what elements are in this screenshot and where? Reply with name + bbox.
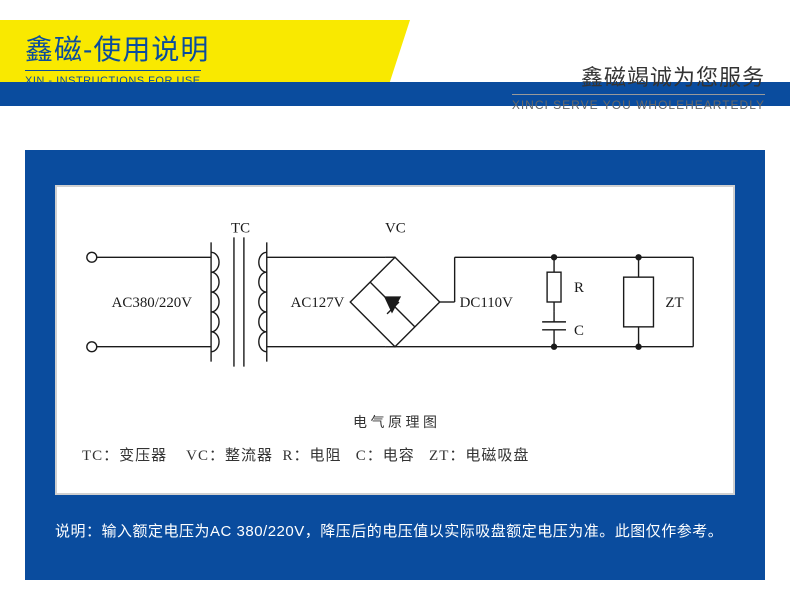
legend: TC：变压器 VC：整流器 R：电阻 C：电容 ZT：电磁吸盘 <box>57 432 733 477</box>
label-input: AC380/220V <box>112 295 193 311</box>
header: 鑫磁-使用说明 XIN - INSTRUCTIONS FOR USE 鑫磁竭诚为… <box>0 0 790 120</box>
circuit-diagram-box: AC380/220V TC AC127V VC <box>55 185 735 495</box>
legend-zt: ZT：电磁吸盘 <box>429 448 529 464</box>
slogan-en: XINCI SERVE YOU WHOLEHEARTEDLY <box>512 94 765 112</box>
label-vc: VC <box>385 220 406 236</box>
slogan-cn: 鑫磁竭诚为您服务 <box>512 60 765 92</box>
title-cn: 鑫磁-使用说明 <box>25 28 365 68</box>
label-r: R <box>574 280 584 296</box>
legend-c: C：电容 <box>356 448 415 464</box>
note-text: 说明：输入额定电压为AC 380/220V，降压后的电压值以实际吸盘额定电压为准… <box>55 520 735 541</box>
legend-vc: VC：整流器 <box>186 448 273 464</box>
label-c: C <box>574 323 584 339</box>
legend-r: R：电阻 <box>283 448 342 464</box>
legend-tc: TC：变压器 <box>82 448 167 464</box>
circuit-svg: AC380/220V TC AC127V VC <box>57 187 733 417</box>
label-tc: TC <box>231 220 250 236</box>
header-right: 鑫磁竭诚为您服务 XINCI SERVE YOU WHOLEHEARTEDLY <box>512 60 765 112</box>
label-dc: DC110V <box>460 295 514 311</box>
main-panel: AC380/220V TC AC127V VC <box>25 150 765 580</box>
label-zt: ZT <box>665 295 683 311</box>
label-secondary: AC127V <box>291 295 345 311</box>
